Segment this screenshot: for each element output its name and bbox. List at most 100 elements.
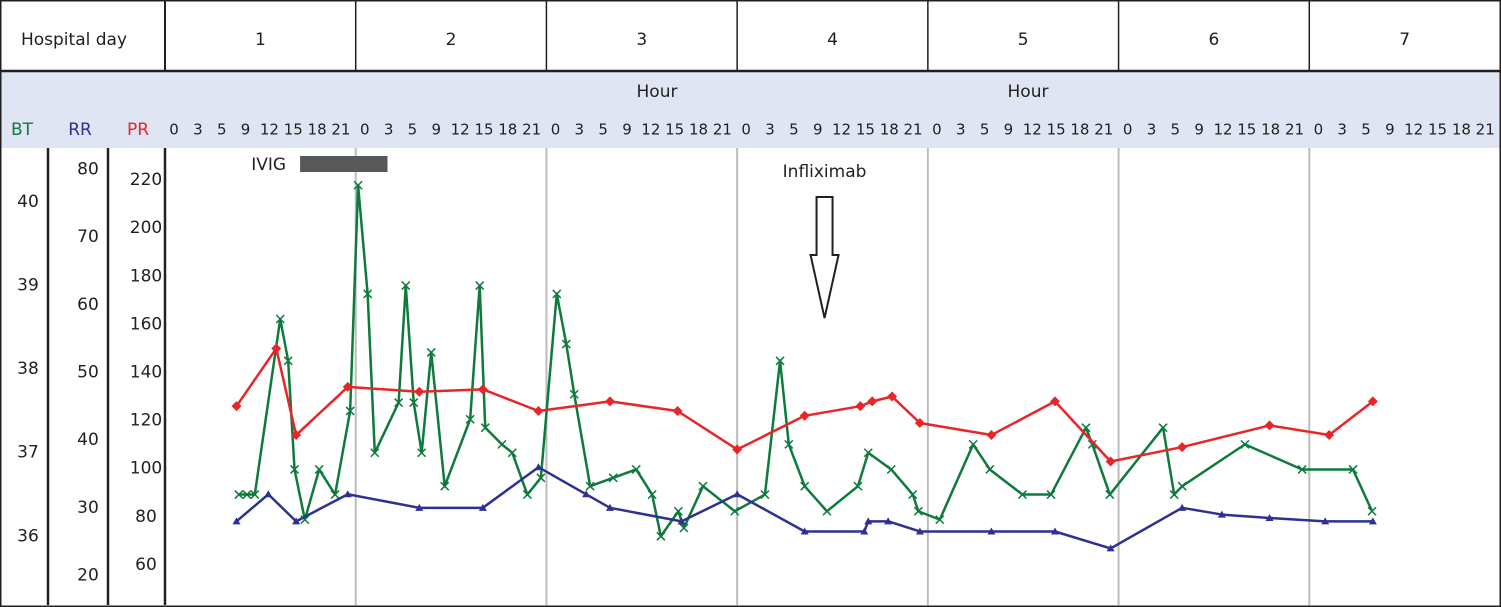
point bbox=[968, 439, 978, 449]
point bbox=[631, 464, 641, 474]
point bbox=[732, 444, 743, 455]
hour-label: 15 bbox=[474, 121, 493, 139]
hour-label: 3 bbox=[575, 121, 585, 139]
point bbox=[275, 314, 285, 324]
point bbox=[363, 289, 373, 299]
point bbox=[522, 490, 532, 500]
day-label: 6 bbox=[1209, 30, 1220, 50]
point bbox=[314, 464, 324, 474]
point bbox=[271, 343, 282, 354]
y-tick-label: 160 bbox=[130, 314, 162, 334]
point bbox=[582, 490, 591, 498]
point bbox=[935, 515, 945, 525]
hour-label: 18 bbox=[498, 121, 517, 139]
hour-label: 3 bbox=[193, 121, 203, 139]
point bbox=[698, 481, 708, 491]
point bbox=[608, 473, 618, 483]
point bbox=[1321, 517, 1330, 525]
point bbox=[345, 406, 355, 416]
day-label: 5 bbox=[1018, 30, 1029, 50]
point bbox=[784, 439, 794, 449]
hour-label: 3 bbox=[765, 121, 775, 139]
hour-label: 12 bbox=[260, 121, 279, 139]
hour-label: 21 bbox=[904, 121, 923, 139]
point bbox=[986, 430, 997, 441]
point bbox=[415, 503, 424, 511]
hour-label: 3 bbox=[384, 121, 394, 139]
point bbox=[1324, 430, 1335, 441]
point bbox=[760, 490, 770, 500]
hour-label: 0 bbox=[741, 121, 751, 139]
point bbox=[1368, 517, 1377, 525]
hour-label: 0 bbox=[1314, 121, 1324, 139]
hour-label: 5 bbox=[789, 121, 799, 139]
hour-label: 5 bbox=[1171, 121, 1181, 139]
point bbox=[800, 527, 809, 535]
hour-label: 3 bbox=[1337, 121, 1347, 139]
point bbox=[914, 418, 925, 429]
point bbox=[915, 527, 924, 535]
point bbox=[1105, 456, 1116, 467]
point bbox=[231, 401, 242, 412]
hour-label: 12 bbox=[1023, 121, 1042, 139]
hour-label: 5 bbox=[1361, 121, 1371, 139]
point bbox=[330, 490, 340, 500]
point bbox=[1367, 396, 1378, 407]
y-tick-label: 120 bbox=[130, 411, 162, 431]
point bbox=[1177, 481, 1187, 491]
ivig-bar bbox=[300, 156, 388, 172]
hour-label: 15 bbox=[665, 121, 684, 139]
point bbox=[353, 180, 363, 190]
hour-label: 0 bbox=[169, 121, 179, 139]
hour-label: 21 bbox=[331, 121, 350, 139]
point bbox=[232, 517, 241, 525]
point bbox=[343, 490, 352, 498]
infliximab-arrow bbox=[809, 196, 840, 319]
point bbox=[730, 506, 740, 516]
header-label: Hospital day bbox=[21, 30, 127, 50]
point bbox=[480, 423, 490, 433]
hour-label: 15 bbox=[1237, 121, 1256, 139]
point bbox=[908, 490, 918, 500]
hour-label: 0 bbox=[360, 121, 370, 139]
point bbox=[426, 347, 436, 357]
point bbox=[264, 490, 273, 498]
hour-label: 18 bbox=[1070, 121, 1089, 139]
hour-label: 12 bbox=[451, 121, 470, 139]
point bbox=[585, 481, 595, 491]
hour-label: 9 bbox=[1004, 121, 1014, 139]
point bbox=[913, 506, 923, 516]
y-tick-label: 140 bbox=[130, 363, 162, 383]
point bbox=[605, 396, 615, 407]
point bbox=[855, 401, 866, 412]
point bbox=[864, 517, 873, 525]
hour-title: Hour bbox=[1008, 82, 1049, 102]
hour-label: 9 bbox=[622, 121, 632, 139]
axis-title: RR bbox=[68, 120, 92, 140]
point bbox=[800, 481, 810, 491]
point bbox=[409, 398, 419, 408]
point bbox=[1105, 490, 1115, 500]
point bbox=[673, 506, 683, 516]
point bbox=[606, 503, 614, 511]
hour-label: 9 bbox=[432, 121, 442, 139]
point bbox=[289, 464, 300, 474]
point bbox=[1051, 527, 1059, 535]
point bbox=[440, 481, 450, 491]
y-tick-label: 80 bbox=[135, 507, 157, 527]
point bbox=[291, 430, 302, 441]
infliximab-label: Infliximab bbox=[783, 162, 867, 182]
y-tick-label: 39 bbox=[17, 276, 39, 296]
point bbox=[533, 405, 544, 416]
point bbox=[1046, 490, 1056, 500]
point bbox=[1265, 513, 1274, 521]
y-tick-label: 37 bbox=[17, 443, 39, 463]
day-label: 2 bbox=[446, 30, 457, 50]
point bbox=[987, 527, 996, 535]
y-tick-label: 60 bbox=[135, 555, 157, 575]
hour-label: 0 bbox=[932, 121, 942, 139]
point bbox=[1158, 423, 1168, 433]
hour-band bbox=[0, 71, 1501, 148]
